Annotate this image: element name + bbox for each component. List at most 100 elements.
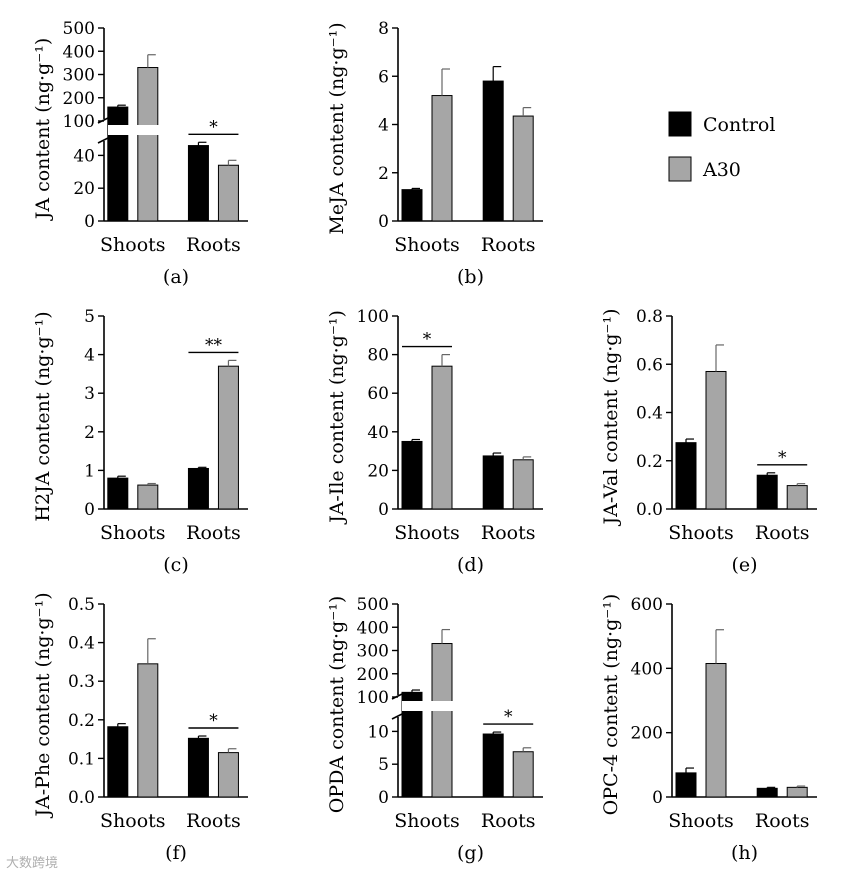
y-tick-label: 500	[63, 19, 95, 39]
y-tick-label: 400	[357, 618, 389, 638]
bar-a30-shoots	[431, 643, 453, 798]
x-tick-label: Shoots	[668, 522, 734, 544]
y-tick-label: 0	[378, 500, 389, 520]
y-tick-label: 5	[84, 307, 95, 327]
bar-a30-shoots	[431, 365, 453, 510]
y-tick-label: 0.2	[636, 452, 663, 472]
y-tick-label: 5	[378, 755, 389, 775]
bar-a30-shoots	[431, 95, 453, 222]
y-tick-label: 20	[73, 179, 95, 199]
y-tick-label: 200	[63, 89, 95, 109]
y-tick-label: 0	[652, 788, 663, 808]
y-tick-label: 0.3	[68, 672, 95, 692]
y-tick-label: 60	[367, 384, 389, 404]
panel-f: 0.0 0.1 0.2 0.3 0.4 0.5 JA-Phe content (ng·g⁻¹…	[32, 592, 248, 864]
bar-control-shoots	[107, 726, 129, 798]
y-tick-label: 0	[84, 500, 95, 520]
y-tick-label: 400	[631, 659, 663, 679]
y-tick-label: 0	[378, 788, 389, 808]
bar-a30-roots	[786, 485, 808, 510]
bar-control-roots	[187, 737, 209, 798]
y-tick-label: 100	[357, 688, 389, 708]
x-tick-label: Roots	[186, 234, 241, 256]
panel-a: 0 20 40 100 200 300 400 500 JA content (ng·g⁻¹) S…	[32, 19, 248, 288]
y-axis-title: MeJA content (ng·g⁻¹)	[326, 22, 348, 234]
y-tick-label: 40	[367, 423, 389, 443]
x-tick-label: Shoots	[394, 810, 460, 832]
y-tick-label: 600	[631, 595, 663, 615]
y-tick-label: 4	[84, 346, 95, 366]
y-tick-label: 20	[367, 461, 389, 481]
y-tick-label: 0.2	[68, 711, 95, 731]
bar-control-shoots	[675, 442, 697, 510]
bar-control-shoots	[401, 189, 423, 222]
y-tick-label: 300	[63, 66, 95, 86]
bar-control-roots	[756, 787, 778, 798]
y-axis-title: OPC-4 content (ng·g⁻¹)	[600, 594, 622, 816]
x-tick-label: Shoots	[394, 234, 460, 256]
panel-label: (b)	[457, 266, 484, 288]
legend-swatch-control	[668, 111, 692, 137]
panel-b: 0 2 4 6 8 MeJA content (ng·g⁻¹) Shoots Roots (b)	[326, 19, 543, 288]
x-tick-label: Roots	[481, 234, 536, 256]
axis-break-gap	[402, 701, 543, 711]
y-tick-label: 0.6	[636, 355, 663, 375]
y-tick-label: 200	[357, 665, 389, 685]
bar-a30-shoots	[137, 663, 159, 798]
y-tick-label: 0.4	[636, 404, 663, 424]
y-tick-label: 0.1	[68, 749, 95, 769]
bar-control-roots	[187, 145, 209, 222]
significance-mark: *	[423, 330, 432, 350]
y-tick-label: 40	[73, 146, 95, 166]
bar-control-roots	[482, 80, 504, 222]
y-tick-label: 0.8	[636, 307, 663, 327]
x-tick-label: Roots	[186, 522, 241, 544]
bar-control-shoots	[675, 772, 697, 798]
y-tick-label: 2	[378, 164, 389, 184]
y-tick-label: 4	[378, 116, 389, 136]
y-tick-label: 3	[84, 384, 95, 404]
legend-label-control: Control	[703, 114, 775, 136]
bar-a30-roots	[217, 752, 239, 798]
bar-a30-roots	[512, 459, 534, 510]
y-tick-label: 0.5	[68, 595, 95, 615]
bar-control-shoots	[401, 440, 423, 510]
axis-break-gap	[108, 125, 248, 135]
y-axis-title: OPDA content (ng·g⁻¹)	[326, 596, 348, 814]
panel-label: (f)	[165, 842, 187, 864]
bar-a30-roots	[512, 115, 534, 222]
x-tick-label: Roots	[481, 522, 536, 544]
y-tick-label: 6	[378, 67, 389, 87]
y-tick-label: 500	[357, 595, 389, 615]
watermark: 大数跨境	[6, 856, 59, 871]
significance-mark: *	[209, 117, 218, 137]
panel-c: 0 1 2 3 4 5 H2JA content (ng·g⁻¹) Shoots Roots **…	[32, 307, 248, 576]
bar-a30-roots	[217, 365, 239, 510]
y-axis-title: JA content (ng·g⁻¹)	[32, 38, 54, 222]
significance-mark: *	[504, 707, 513, 727]
panel-label: (d)	[457, 554, 484, 576]
bar-a30-shoots	[705, 663, 727, 798]
bar-a30-roots	[512, 751, 534, 798]
x-tick-label: Roots	[755, 522, 810, 544]
y-axis-title: JA-Phe content (ng·g⁻¹)	[32, 592, 54, 818]
x-tick-label: Roots	[755, 810, 810, 832]
bar-a30-roots	[786, 786, 808, 798]
y-tick-label: 80	[367, 346, 389, 366]
bar-control-shoots	[107, 106, 129, 222]
x-tick-label: Shoots	[394, 522, 460, 544]
x-tick-label: Shoots	[100, 234, 166, 256]
y-tick-label: 300	[357, 642, 389, 662]
y-tick-label: 1	[84, 461, 95, 481]
y-axis-title: JA-Ile content (ng·g⁻¹)	[326, 310, 348, 525]
x-tick-label: Shoots	[668, 810, 734, 832]
bar-a30-shoots	[137, 484, 159, 510]
bar-control-shoots	[107, 477, 129, 510]
bar-control-roots	[756, 474, 778, 510]
y-tick-label: 2	[84, 423, 95, 443]
panel-label: (c)	[163, 554, 188, 576]
bar-control-roots	[482, 733, 504, 798]
bar-a30-roots	[217, 164, 239, 222]
x-tick-label: Shoots	[100, 810, 166, 832]
bar-a30-shoots	[705, 370, 727, 510]
